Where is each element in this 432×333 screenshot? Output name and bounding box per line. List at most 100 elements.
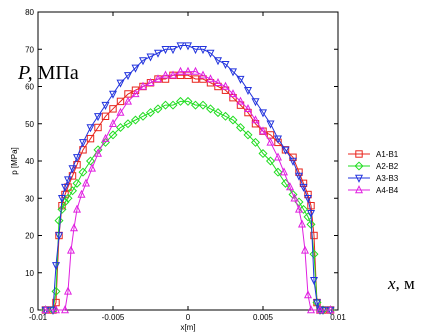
data-point xyxy=(85,156,96,166)
data-point xyxy=(94,123,102,132)
data-point xyxy=(101,133,110,142)
y-tick-label: 50 xyxy=(25,120,34,129)
x-tick-label: 0.01 xyxy=(330,313,346,322)
legend-marker xyxy=(354,161,364,171)
data-point xyxy=(290,193,299,202)
data-point xyxy=(236,96,245,105)
data-point xyxy=(220,111,231,121)
x-tick-label: -0.01 xyxy=(29,313,48,322)
data-point xyxy=(198,70,208,79)
data-point xyxy=(250,137,261,147)
data-point xyxy=(63,176,73,185)
data-point xyxy=(109,105,117,113)
data-point xyxy=(93,148,103,157)
y-tick-label: 80 xyxy=(25,8,34,17)
legend-label: A2-B2 xyxy=(376,162,399,171)
data-point xyxy=(153,49,163,58)
data-point xyxy=(63,193,73,203)
data-point xyxy=(116,107,125,116)
data-point xyxy=(298,204,309,214)
y-tick-label: 70 xyxy=(25,45,34,54)
data-point xyxy=(77,189,86,198)
data-point xyxy=(205,104,216,114)
data-point xyxy=(294,204,304,213)
data-point xyxy=(183,96,193,106)
x-tick-label: -0.005 xyxy=(102,313,125,322)
data-point xyxy=(191,75,200,83)
data-point xyxy=(51,305,61,314)
legend-marker xyxy=(355,150,363,158)
data-point xyxy=(206,49,215,58)
data-point xyxy=(279,167,289,176)
data-point xyxy=(130,115,141,125)
data-point xyxy=(41,305,50,314)
data-point xyxy=(51,286,61,296)
data-point xyxy=(281,146,290,155)
data-point xyxy=(221,60,230,69)
data-point xyxy=(213,77,223,86)
data-point xyxy=(93,113,103,122)
series-line xyxy=(45,71,331,311)
data-point xyxy=(294,172,304,181)
data-point xyxy=(138,81,148,90)
data-point xyxy=(258,109,268,118)
data-point xyxy=(306,305,316,314)
data-point xyxy=(68,165,77,174)
series-A2-B2 xyxy=(40,96,336,315)
data-point xyxy=(72,154,82,163)
data-point xyxy=(299,183,308,192)
data-point xyxy=(206,79,215,87)
data-point xyxy=(146,77,155,86)
data-point xyxy=(54,216,64,226)
data-point xyxy=(300,245,310,254)
data-point xyxy=(228,89,238,98)
data-point xyxy=(273,152,283,161)
data-point xyxy=(236,75,245,84)
data-point xyxy=(161,46,170,55)
data-point xyxy=(265,156,276,166)
data-point xyxy=(60,305,70,314)
data-point xyxy=(131,64,140,73)
data-point xyxy=(285,182,295,191)
data-point xyxy=(108,118,118,127)
y-tick-label: 0 xyxy=(30,306,35,315)
data-point xyxy=(235,122,246,132)
data-point xyxy=(309,249,319,259)
data-point xyxy=(251,115,260,124)
series-line xyxy=(45,45,331,311)
data-point xyxy=(310,231,318,240)
data-point xyxy=(312,299,322,308)
data-point xyxy=(183,42,193,51)
data-point xyxy=(303,195,313,204)
data-point xyxy=(326,305,335,314)
data-point xyxy=(161,70,170,79)
legend-label: A1-B1 xyxy=(376,150,399,159)
data-point xyxy=(258,149,268,159)
data-point xyxy=(168,100,178,110)
data-point xyxy=(297,219,307,228)
legend-entry: A2-B2 xyxy=(348,161,399,171)
data-point xyxy=(266,120,275,129)
data-point xyxy=(243,104,253,113)
x-axis-overlay-label: x, м xyxy=(388,274,415,294)
legend-label: A4-B4 xyxy=(376,186,399,195)
x-axis-label: x[m] xyxy=(180,323,195,332)
data-point xyxy=(288,157,298,166)
data-point xyxy=(243,87,253,96)
data-point xyxy=(198,100,208,110)
data-point xyxy=(168,70,178,79)
data-point xyxy=(69,223,79,232)
data-point xyxy=(123,119,133,129)
x-symbol: x, xyxy=(388,274,400,293)
data-point xyxy=(86,134,95,143)
data-point xyxy=(206,74,215,83)
data-point xyxy=(138,111,148,121)
data-point xyxy=(303,290,313,299)
data-point xyxy=(191,46,200,55)
data-point xyxy=(213,57,223,66)
data-point xyxy=(86,124,95,133)
data-point xyxy=(66,245,76,254)
series-A1-B1 xyxy=(41,71,335,314)
data-point xyxy=(87,163,97,172)
